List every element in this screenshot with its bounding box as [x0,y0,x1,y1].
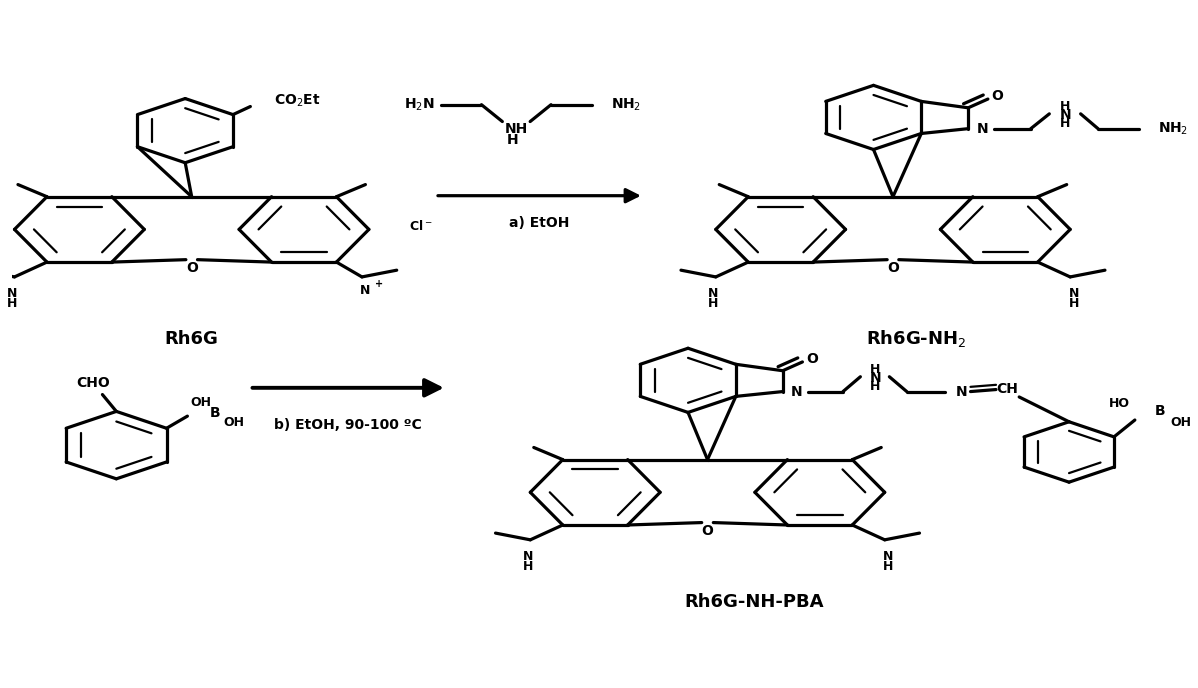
Text: H: H [708,297,719,310]
Text: NH$_2$: NH$_2$ [1158,120,1188,137]
Text: H: H [1060,100,1071,113]
Text: H: H [870,363,881,376]
Text: H$_2$N: H$_2$N [405,96,435,113]
Text: OH: OH [190,396,212,409]
Text: H: H [1060,118,1071,131]
Text: O: O [887,261,898,275]
Text: B: B [1155,405,1166,418]
Text: H: H [7,297,17,310]
Text: O: O [991,89,1003,103]
Text: B: B [210,407,220,420]
Text: N: N [7,288,17,300]
Text: CO$_2$Et: CO$_2$Et [273,93,320,109]
Text: H: H [883,560,894,573]
Text: CH: CH [997,382,1018,396]
Text: HO: HO [1109,397,1130,409]
Text: N: N [361,284,370,297]
Text: H: H [1069,297,1079,310]
Text: N: N [1060,108,1071,122]
Text: N: N [1069,288,1079,300]
Text: O: O [806,352,817,365]
Text: Cl$^-$: Cl$^-$ [410,219,432,233]
Text: O: O [702,524,714,537]
Text: N: N [956,385,967,398]
Text: NH$_2$: NH$_2$ [611,96,641,113]
Text: OH: OH [1170,416,1192,429]
Text: N: N [708,288,719,300]
Text: H: H [507,133,519,147]
Text: NH: NH [504,122,528,136]
Text: a) EtOH: a) EtOH [509,215,569,230]
Text: +: + [375,279,383,289]
Text: N: N [522,550,533,563]
Text: N: N [883,550,894,563]
Text: Rh6G-NH$_2$: Rh6G-NH$_2$ [866,328,966,350]
Text: N: N [791,385,803,398]
Text: OH: OH [223,416,244,429]
Text: O: O [186,261,198,275]
Text: N: N [870,371,882,385]
Text: Rh6G: Rh6G [165,330,218,348]
Text: CHO: CHO [77,376,110,390]
Text: Rh6G-NH-PBA: Rh6G-NH-PBA [684,593,824,611]
Text: H: H [522,560,533,573]
Text: N: N [976,122,988,136]
Text: H: H [870,380,881,394]
Text: b) EtOH, 90-100 ºC: b) EtOH, 90-100 ºC [274,418,422,432]
